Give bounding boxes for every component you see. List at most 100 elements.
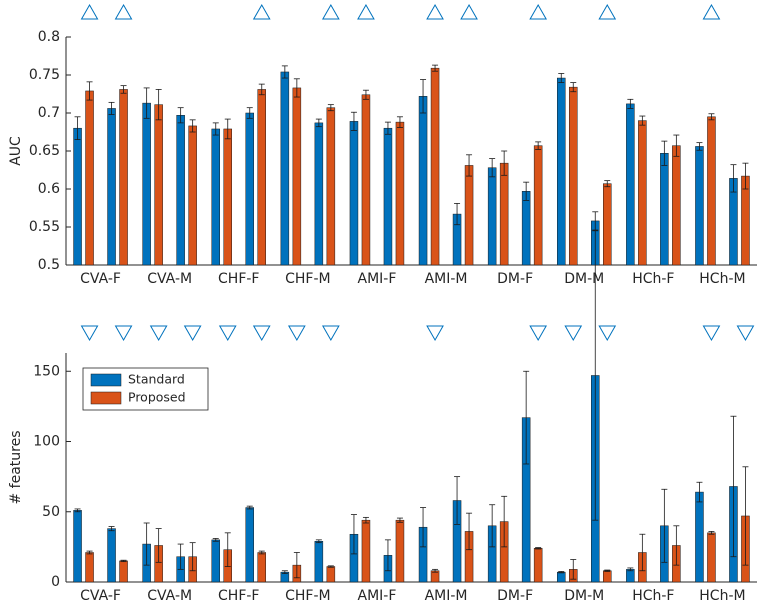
error-bar [501, 495, 508, 548]
error-bar [384, 539, 391, 572]
error-bar [350, 514, 357, 555]
x-tick-label: DM-F [497, 271, 533, 287]
significance-marker [321, 3, 340, 20]
significance-marker [426, 3, 444, 20]
error-bar [523, 370, 530, 465]
bar [326, 107, 336, 266]
x-tick-label: DM-M [564, 588, 604, 604]
error-bar [74, 116, 81, 141]
significance-marker [287, 325, 306, 342]
x-tick-label: AMI-M [425, 588, 468, 604]
bar [176, 115, 185, 266]
significance-marker [460, 3, 478, 20]
error-bar [246, 505, 253, 510]
error-bar [212, 538, 219, 542]
legend-swatch [90, 391, 122, 405]
significance-marker [80, 325, 99, 342]
legend: Standard Proposed [82, 367, 209, 411]
error-bar [362, 516, 369, 524]
error-bar [281, 570, 288, 574]
error-bar [327, 565, 334, 568]
bar [557, 571, 566, 583]
bar [257, 552, 266, 583]
significance-marker [702, 3, 721, 20]
bar [361, 519, 371, 583]
bar [557, 77, 566, 266]
error-bar [708, 531, 715, 535]
error-bar [454, 476, 461, 525]
error-bar [696, 481, 703, 503]
error-bar [120, 85, 127, 94]
error-bar [673, 134, 680, 157]
x-tick-label: DM-M [564, 271, 604, 287]
error-bar [673, 525, 680, 566]
bar [638, 120, 647, 266]
error-bar [155, 528, 162, 563]
significance-marker [80, 3, 99, 20]
error-bar [627, 567, 634, 572]
significance-marker [218, 325, 237, 342]
x-tick-label: HCh-M [699, 588, 745, 604]
error-bar [420, 507, 427, 548]
legend-label: Proposed [128, 390, 186, 405]
bar [395, 121, 405, 266]
y-axis-label: # features [8, 430, 24, 504]
bar [499, 162, 509, 266]
bar [487, 167, 497, 266]
bar [188, 125, 197, 266]
significance-marker [357, 3, 375, 20]
bar [142, 102, 151, 266]
significance-marker [114, 325, 133, 342]
error-bar [639, 533, 646, 572]
error-bar [696, 142, 703, 151]
bar [257, 89, 266, 266]
bar [603, 183, 612, 266]
bar [418, 96, 428, 266]
error-bar [143, 87, 150, 119]
significance-marker [114, 3, 133, 20]
bar [626, 103, 635, 266]
bar [707, 116, 716, 266]
bar [314, 122, 324, 266]
legend-swatch [90, 373, 122, 387]
significance-marker [149, 325, 168, 342]
bar [211, 539, 220, 583]
significance-marker [252, 3, 271, 20]
legend-label: Standard [128, 372, 185, 387]
bar [245, 112, 254, 266]
error-bar [396, 517, 403, 523]
error-bar [592, 230, 599, 521]
error-bar [454, 203, 461, 226]
error-bar [420, 79, 427, 114]
bar [154, 104, 163, 266]
y-tick-label: 0 [51, 574, 60, 590]
significance-marker [321, 325, 340, 342]
y-tick-label: 150 [33, 363, 60, 379]
x-tick-label: CVA-F [80, 271, 121, 287]
y-tick-label: 0.7 [38, 105, 60, 121]
error-bar [177, 543, 184, 570]
x-tick-label: HCh-F [632, 271, 674, 287]
significance-marker [529, 3, 548, 20]
error-bar [570, 559, 577, 580]
error-bar [327, 104, 334, 112]
bar [73, 127, 82, 266]
error-bar [224, 532, 231, 567]
bar [280, 71, 290, 266]
x-tick-label: CHF-F [218, 271, 259, 287]
error-bar [570, 82, 577, 93]
bar [660, 153, 669, 266]
x-tick-label: CVA-M [147, 588, 192, 604]
error-bar [535, 141, 542, 150]
error-bar [315, 118, 322, 128]
bar [292, 87, 302, 266]
bar [245, 507, 254, 583]
bar [395, 519, 405, 583]
bar [430, 67, 440, 266]
error-bar [432, 568, 439, 573]
error-bar [639, 115, 646, 126]
significance-marker [426, 325, 444, 342]
bar [119, 560, 128, 583]
error-bar [143, 522, 150, 566]
error-bar [86, 81, 93, 101]
